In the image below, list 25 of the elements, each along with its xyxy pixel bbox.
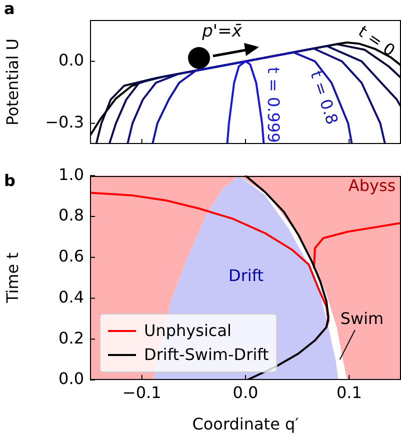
y-axis-title: Potential U (2, 38, 22, 126)
x-tick-label: −0.1 (122, 382, 162, 402)
y-tick-label: 0.6 (58, 246, 84, 266)
y-tick-label: 0.2 (58, 328, 84, 348)
chart-title: b (4, 171, 16, 190)
chart-title: a (4, 0, 15, 18)
y-tick-label: −0.3 (45, 112, 84, 132)
y-tick-label: 1.0 (58, 164, 84, 184)
y-tick-label: 0.0 (58, 369, 84, 388)
x-axis-title: Coordinate q′ (192, 414, 300, 434)
y-tick-label: 0.4 (58, 287, 84, 306)
x-tick-label: 0.0 (232, 382, 258, 402)
series-label: Drift (228, 266, 264, 286)
annotation: t = 0 (354, 22, 399, 60)
y-axis-title: Time t (2, 252, 22, 304)
annotation: t = 0.8 (306, 68, 342, 127)
x-tick-label: 0.1 (336, 382, 362, 402)
y-tick-label: 0.8 (58, 206, 84, 225)
annotation: t = 0.999 (264, 67, 283, 143)
legend-label: Unphysical (144, 321, 232, 340)
annotation: Swim (340, 309, 384, 328)
y-tick-label: 0.0 (58, 50, 84, 70)
legend-label: Drift-Swim-Drift (144, 345, 269, 364)
annotation: p'=x̄ (201, 21, 243, 42)
band-label: Abyss (348, 176, 396, 196)
